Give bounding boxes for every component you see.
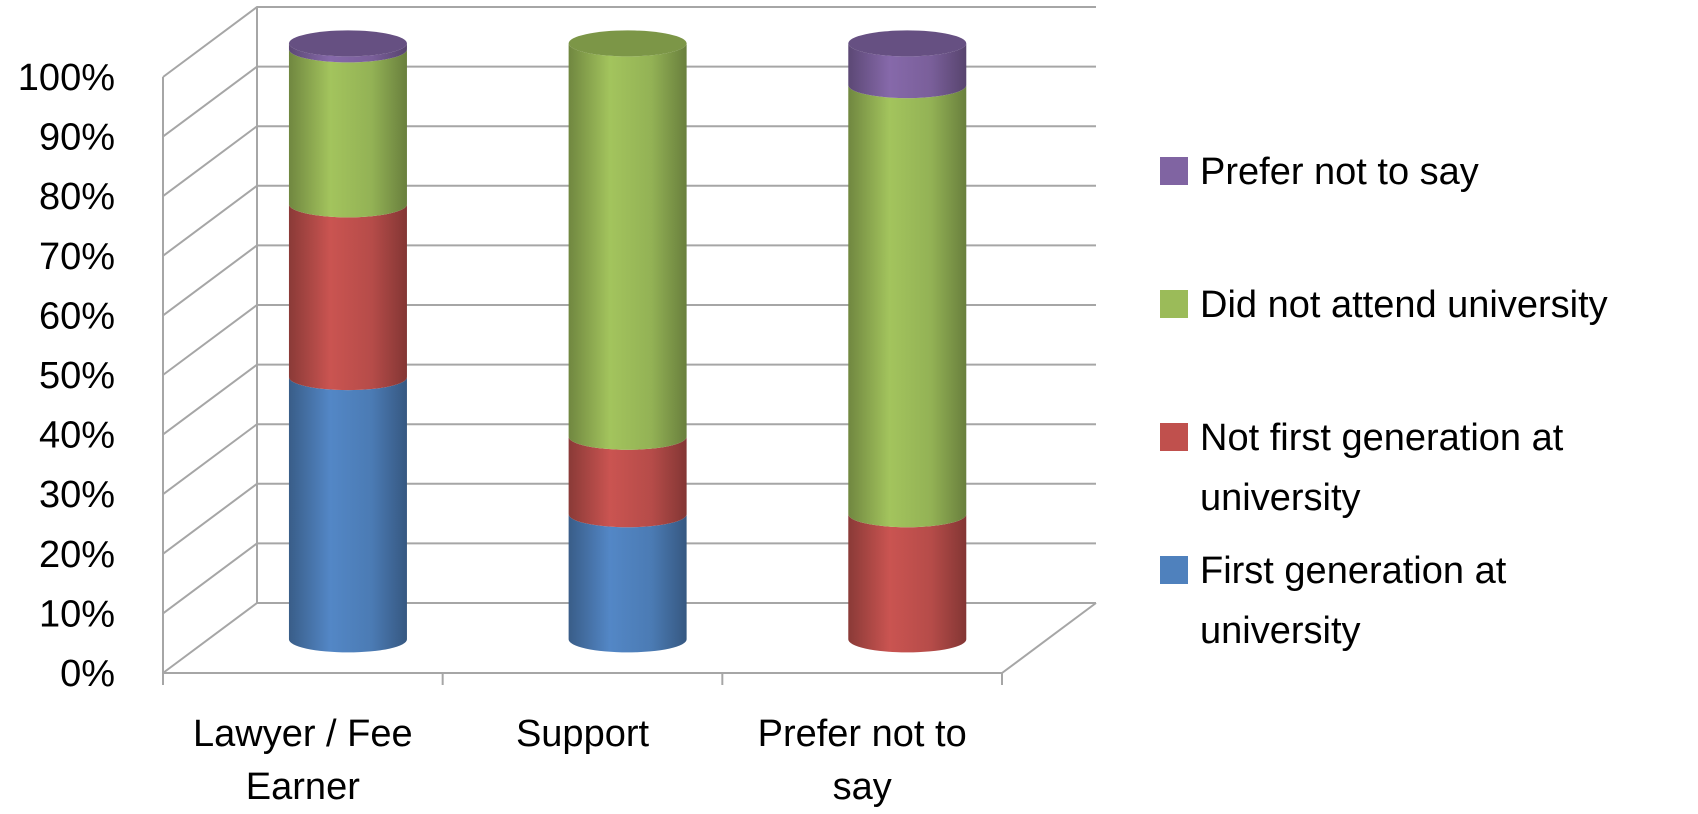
legend-swatch [1160,290,1188,318]
legend-item-not-first-generation-at-university: Not first generation at university [1160,417,1564,519]
bar-cap-lawyer-fee-earner [288,30,407,57]
y-tick-label-50: 50% [39,355,115,397]
y-tick-label-0: 0% [60,653,115,695]
y-tick-label-10: 10% [39,593,115,635]
legend-swatch [1160,556,1188,584]
y-tick-label-80: 80% [39,176,115,218]
bars [288,30,967,653]
legend-label: Prefer not to say [1200,151,1479,193]
bar-prefer-not-to-say-prefer-not-to-say [848,43,967,99]
y-axis-ticks: 0% 10% 20% 30% 40% 50% 60% 70% 80% 90% 100% [18,57,115,695]
bar-lawyer-fee-earner-did-not-attend-university [288,49,407,218]
y-tick-label-20: 20% [39,534,115,576]
y-tick-label-100: 100% [18,57,115,99]
bar-lawyer-fee-earner-first-generation-at-university [288,377,407,653]
y-tick-label-30: 30% [39,474,115,516]
legend-label: Not first generation at university [1200,417,1564,519]
bar-lawyer-fee-earner-prefer-not-to-say [288,43,407,63]
legend: Prefer not to say Did not attend universi… [1160,151,1608,652]
bar-group-lawyer-fee-earner [288,30,407,653]
x-category-label-prefer-not-to-say: Prefer not to say [758,713,967,808]
y-tick-label-90: 90% [39,117,115,159]
x-category-label-lawyer-fee-earner: Lawyer / Fee Earner [193,713,413,808]
bar-support-did-not-attend-university [568,43,687,450]
legend-label: Did not attend university [1200,284,1608,326]
bar-cap-support [568,30,687,57]
bar-support-first-generation-at-university [568,514,687,653]
legend-item-prefer-not-to-say: Prefer not to say [1160,151,1479,193]
bar-prefer-not-to-say-not-first-generation-at-university [848,514,967,653]
y-tick-label-60: 60% [39,295,115,337]
legend-item-first-generation-at-university: First generation at university [1160,550,1507,652]
bar-cap-prefer-not-to-say [848,30,967,57]
x-category-label-support: Support [516,713,650,755]
bar-lawyer-fee-earner-not-first-generation-at-university [288,204,407,391]
legend-swatch [1160,157,1188,185]
bar-support-not-first-generation-at-university [568,436,687,528]
legend-item-did-not-attend-university: Did not attend university [1160,284,1608,326]
y-tick-label-40: 40% [39,415,115,457]
chart-walls [162,6,1097,674]
x-axis: Lawyer / Fee Earner Support Prefer not to sa… [162,673,1003,808]
y-tick-label-70: 70% [39,236,115,278]
legend-swatch [1160,423,1188,451]
bar-group-support [568,30,687,653]
legend-label: First generation at university [1200,550,1507,652]
floor-right-edge [1001,602,1097,674]
bar-group-prefer-not-to-say [848,30,967,653]
bar-prefer-not-to-say-did-not-attend-university [848,85,967,528]
